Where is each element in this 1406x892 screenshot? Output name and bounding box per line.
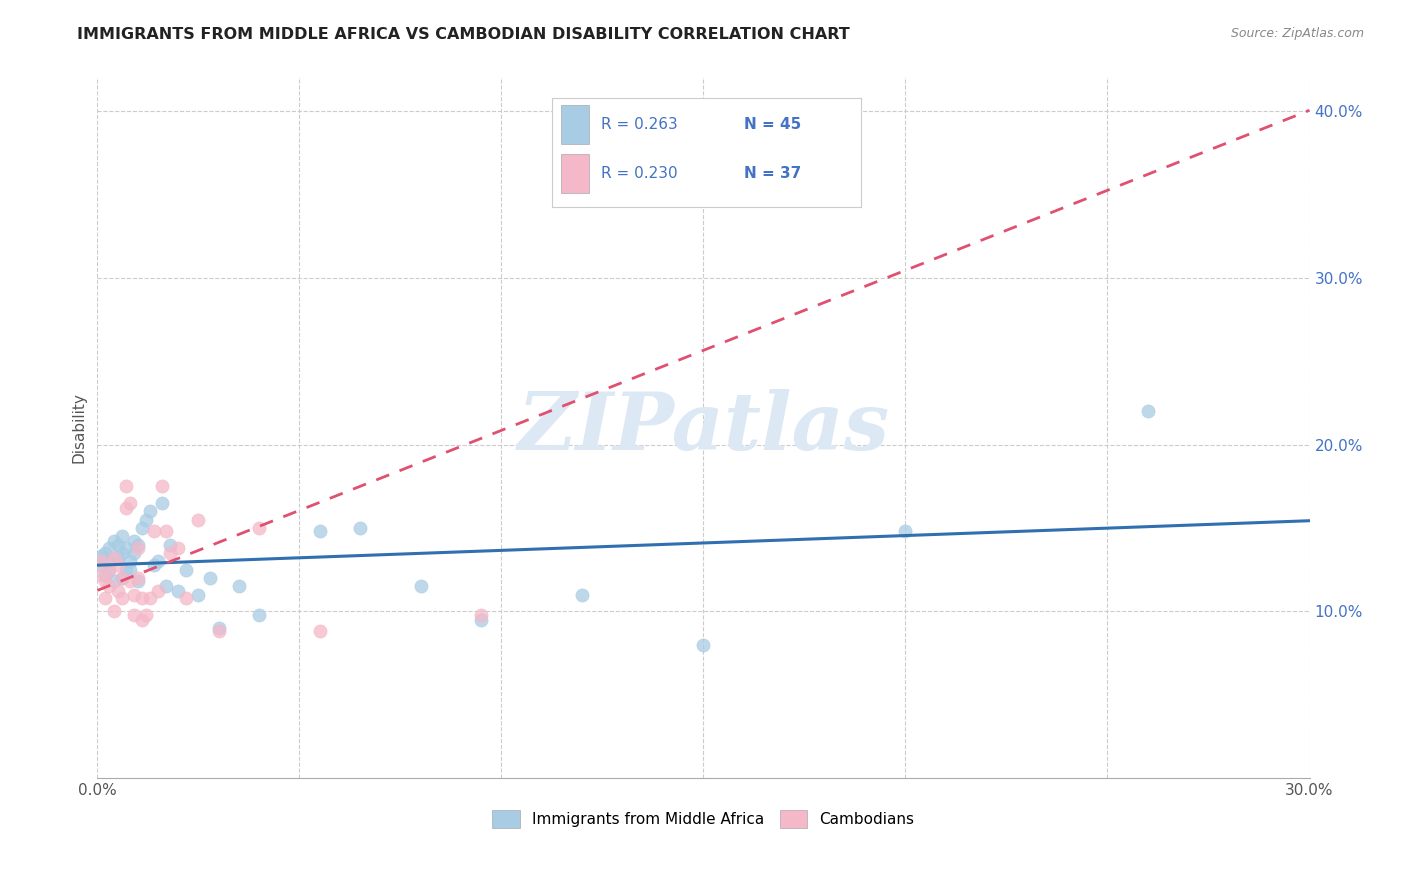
Point	[150, 496, 173, 510]
Point	[98, 563, 121, 577]
Point	[571, 588, 593, 602]
Point	[155, 524, 177, 539]
Point	[118, 563, 141, 577]
Point	[349, 521, 371, 535]
Point	[692, 178, 714, 193]
Point	[90, 558, 112, 572]
Point	[308, 624, 330, 639]
Point	[114, 541, 136, 555]
Point	[114, 500, 136, 515]
Point	[159, 538, 181, 552]
Point	[94, 546, 117, 560]
Point	[139, 504, 162, 518]
Point	[114, 479, 136, 493]
Point	[470, 607, 492, 622]
Point	[894, 524, 917, 539]
Point	[98, 579, 121, 593]
Point	[247, 521, 270, 535]
Point	[207, 624, 229, 639]
Point	[409, 579, 432, 593]
Point	[94, 574, 117, 589]
Point	[110, 529, 132, 543]
Point	[470, 613, 492, 627]
Point	[159, 546, 181, 560]
Point	[167, 584, 190, 599]
Point	[228, 579, 250, 593]
Point	[142, 558, 165, 572]
Point	[1136, 404, 1159, 418]
Point	[187, 513, 209, 527]
Point	[94, 567, 117, 582]
Point	[155, 579, 177, 593]
Point	[110, 571, 132, 585]
Point	[90, 549, 112, 564]
Point	[90, 554, 112, 568]
Point	[107, 538, 129, 552]
Point	[103, 574, 125, 589]
Point	[174, 563, 197, 577]
Point	[107, 551, 129, 566]
Point	[146, 584, 169, 599]
Point	[114, 563, 136, 577]
Text: Source: ZipAtlas.com: Source: ZipAtlas.com	[1230, 27, 1364, 40]
Point	[103, 604, 125, 618]
Point	[131, 591, 153, 605]
Point	[118, 496, 141, 510]
Point	[110, 546, 132, 560]
Point	[187, 588, 209, 602]
Point	[122, 534, 145, 549]
Point	[308, 524, 330, 539]
Point	[207, 621, 229, 635]
Legend: Immigrants from Middle Africa, Cambodians: Immigrants from Middle Africa, Cambodian…	[486, 804, 921, 834]
Point	[200, 571, 222, 585]
Point	[127, 538, 149, 552]
Point	[127, 541, 149, 555]
Point	[103, 551, 125, 566]
Point	[122, 607, 145, 622]
Point	[139, 591, 162, 605]
Point	[98, 541, 121, 555]
Point	[174, 591, 197, 605]
Point	[692, 638, 714, 652]
Point	[142, 524, 165, 539]
Point	[131, 521, 153, 535]
Point	[122, 588, 145, 602]
Point	[122, 546, 145, 560]
Point	[90, 567, 112, 582]
Point	[107, 584, 129, 599]
Point	[118, 554, 141, 568]
Point	[146, 554, 169, 568]
Point	[150, 479, 173, 493]
Point	[98, 563, 121, 577]
Point	[167, 541, 190, 555]
Point	[98, 554, 121, 568]
Point	[247, 607, 270, 622]
Point	[127, 574, 149, 589]
Point	[135, 607, 157, 622]
Point	[127, 571, 149, 585]
Point	[94, 591, 117, 605]
Y-axis label: Disability: Disability	[72, 392, 86, 463]
Text: IMMIGRANTS FROM MIDDLE AFRICA VS CAMBODIAN DISABILITY CORRELATION CHART: IMMIGRANTS FROM MIDDLE AFRICA VS CAMBODI…	[77, 27, 851, 42]
Point	[118, 574, 141, 589]
Point	[103, 534, 125, 549]
Point	[110, 571, 132, 585]
Point	[107, 558, 129, 572]
Point	[110, 591, 132, 605]
Point	[135, 513, 157, 527]
Point	[131, 613, 153, 627]
Text: ZIPatlas: ZIPatlas	[517, 389, 890, 467]
